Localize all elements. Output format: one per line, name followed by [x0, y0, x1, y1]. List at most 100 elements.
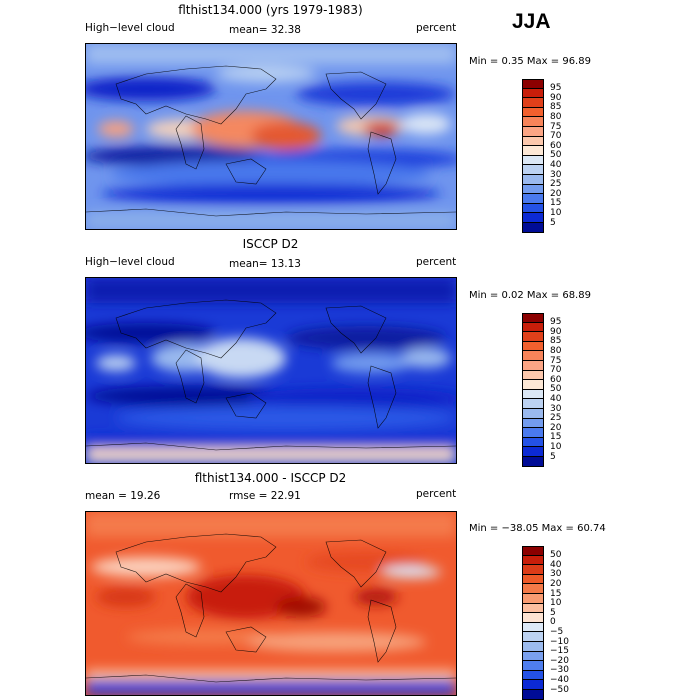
- colorbar-label: 5: [550, 217, 556, 228]
- colorbar-swatch: [522, 370, 544, 381]
- panel-2-units-label: percent: [416, 256, 457, 268]
- colorbar-swatch: [522, 661, 544, 671]
- colorbar-label: 20: [550, 578, 562, 589]
- colorbar-label: 15: [550, 432, 562, 443]
- colorbar-swatch: [522, 389, 544, 400]
- colorbar-label: 90: [550, 326, 562, 337]
- colorbar-swatch: [522, 593, 544, 604]
- colorbar-label: 20: [550, 188, 562, 199]
- panel-1-colorbar: 95 90 85 80 75 70 60 50 40 30 25 20 15 10 5: [522, 79, 561, 233]
- colorbar-swatch: [522, 203, 544, 214]
- colorbar-swatch: [522, 332, 544, 342]
- colorbar-label: 15: [550, 198, 562, 209]
- colorbar-swatch: [522, 584, 544, 594]
- colorbar-swatch: [522, 322, 544, 333]
- colorbar-label: 90: [550, 92, 562, 103]
- colorbar-label: 40: [550, 159, 562, 170]
- panel-2-colorbar: 95 90 85 80 75 70 60 50 40 30 25 20 15 10 5: [522, 313, 561, 467]
- panel-3-colorbar: 50 40 30 20 15 10 5 0 −5 −10 −15 −20 −30 −40 −50: [522, 546, 569, 700]
- colorbar-label: 25: [550, 179, 562, 190]
- panel-2-map: [85, 277, 457, 464]
- colorbar-swatch: [522, 670, 544, 681]
- colorbar-swatch: [522, 418, 544, 429]
- colorbar-swatch: [522, 437, 544, 448]
- colorbar-swatch: [522, 351, 544, 361]
- panel-3-minmax: Min = −38.05 Max = 60.74: [469, 523, 606, 534]
- panel-1-title: flthist134.000 (yrs 1979-1983): [178, 3, 363, 17]
- colorbar-label: 80: [550, 111, 562, 122]
- panel-3-title: flthist134.000 - ISCCP D2: [194, 471, 347, 485]
- colorbar-label: 5: [550, 607, 556, 618]
- colorbar-label: 10: [550, 598, 562, 609]
- colorbar-label: 40: [550, 559, 562, 570]
- colorbar-swatch: [522, 98, 544, 108]
- colorbar-swatch: [522, 565, 544, 575]
- colorbar-label: 0: [550, 617, 556, 628]
- colorbar-label: 10: [550, 207, 562, 218]
- colorbar-swatch: [522, 399, 544, 409]
- colorbar-swatch: [522, 155, 544, 166]
- colorbar-swatch: [522, 107, 544, 118]
- colorbar-swatch: [522, 165, 544, 175]
- colorbar-label: 25: [550, 413, 562, 424]
- colorbar-swatch: [522, 408, 544, 419]
- colorbar-swatch: [522, 641, 544, 652]
- colorbar-label: 30: [550, 403, 562, 414]
- colorbar-label: 80: [550, 345, 562, 356]
- panel-3-rmse-label: rmse = 22.91: [229, 490, 301, 502]
- colorbar-label: −5: [550, 626, 564, 637]
- colorbar-swatch: [522, 174, 544, 185]
- colorbar-label: 75: [550, 355, 562, 366]
- panel-1-variable-label: High−level cloud: [85, 22, 175, 34]
- colorbar-swatch: [522, 613, 544, 623]
- colorbar-label: 85: [550, 102, 562, 113]
- colorbar-swatch: [522, 546, 544, 556]
- panel-2-variable-label: High−level cloud: [85, 256, 175, 268]
- colorbar-swatch: [522, 555, 544, 566]
- panel-1-mean-label: mean= 32.38: [229, 24, 301, 36]
- colorbar-label: −30: [550, 665, 569, 676]
- colorbar-label: 30: [550, 569, 562, 580]
- colorbar-label: 75: [550, 121, 562, 132]
- colorbar-label: 60: [550, 140, 562, 151]
- colorbar-label: 95: [550, 83, 562, 94]
- colorbar-label: 50: [550, 550, 562, 561]
- colorbar-swatch: [522, 447, 544, 457]
- colorbar-swatch: [522, 622, 544, 633]
- colorbar-label: 30: [550, 169, 562, 180]
- panel-2-mean-label: mean= 13.13: [229, 258, 301, 270]
- colorbar-label: −10: [550, 636, 569, 647]
- colorbar-label: 95: [550, 317, 562, 328]
- colorbar-swatch: [522, 117, 544, 127]
- colorbar-swatch: [522, 651, 544, 662]
- colorbar-label: 40: [550, 393, 562, 404]
- colorbar-swatch: [522, 680, 544, 690]
- colorbar-swatch: [522, 689, 544, 700]
- panel-1-map: [85, 43, 457, 230]
- colorbar-swatch: [522, 360, 544, 371]
- panel-3-mean-label: mean = 19.26: [85, 490, 161, 502]
- colorbar-label: 10: [550, 441, 562, 452]
- colorbar-swatch: [522, 574, 544, 585]
- panel-1-units-label: percent: [416, 22, 457, 34]
- colorbar-label: 50: [550, 384, 562, 395]
- colorbar-label: 20: [550, 422, 562, 433]
- colorbar-swatch: [522, 341, 544, 352]
- colorbar-label: −40: [550, 674, 569, 685]
- colorbar-label: 70: [550, 365, 562, 376]
- colorbar-swatch: [522, 88, 544, 99]
- colorbar-label: 60: [550, 374, 562, 385]
- colorbar-swatch: [522, 126, 544, 137]
- panel-3-units-label: percent: [416, 488, 457, 500]
- panel-2-title: ISCCP D2: [242, 237, 299, 251]
- colorbar-swatch: [522, 380, 544, 390]
- colorbar-swatch: [522, 222, 544, 233]
- colorbar-label: −50: [550, 684, 569, 695]
- panel-3-map: [85, 511, 457, 696]
- colorbar-label: −15: [550, 646, 569, 657]
- colorbar-swatch: [522, 146, 544, 156]
- colorbar-swatch: [522, 428, 544, 438]
- colorbar-swatch: [522, 603, 544, 614]
- panel-2-minmax: Min = 0.02 Max = 68.89: [469, 290, 591, 301]
- colorbar-label: 70: [550, 131, 562, 142]
